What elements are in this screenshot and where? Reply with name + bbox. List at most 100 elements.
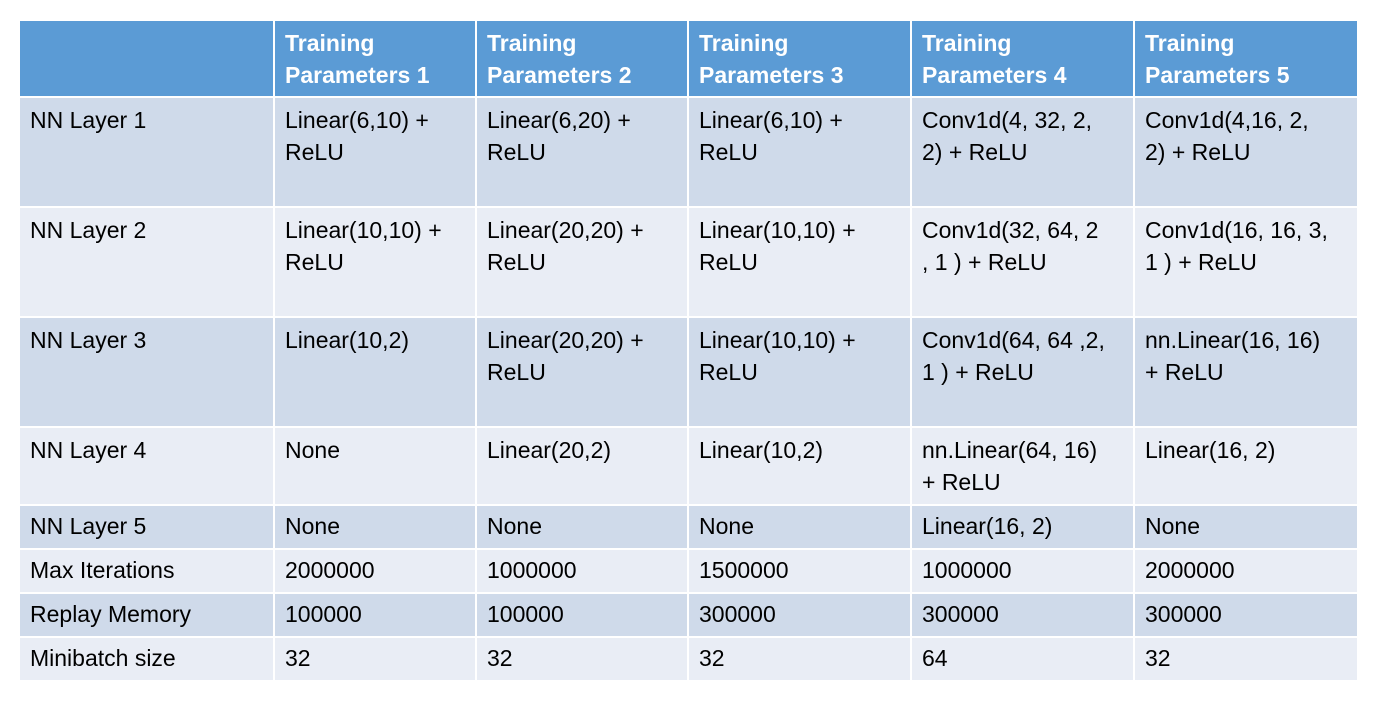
table-cell-text: 100000 — [487, 601, 564, 627]
table-cell: None — [273, 426, 477, 506]
table-cell: Linear(10,10) + ReLU — [687, 206, 912, 318]
table-cell-text: nn.Linear(64, 16) + ReLU — [922, 437, 1098, 495]
training-parameters-table: Training Parameters 1 Training Parameter… — [18, 19, 1359, 682]
table-cell-text: NN Layer 1 — [30, 107, 147, 133]
table-cell: Linear(16, 2) — [910, 504, 1135, 550]
row-label-cell: NN Layer 1 — [18, 96, 275, 208]
table-cell: None — [687, 504, 912, 550]
table-cell-text: Replay Memory — [30, 601, 192, 627]
header-label: Training Parameters 5 — [1145, 30, 1290, 88]
table-cell: 300000 — [1133, 592, 1359, 638]
table-cell: 64 — [910, 636, 1135, 682]
table-cell-text: 1000000 — [922, 557, 1012, 583]
table-cell: None — [273, 504, 477, 550]
header-cell-params-5: Training Parameters 5 — [1133, 19, 1359, 98]
table-cell: None — [475, 504, 689, 550]
table-cell-text: None — [285, 513, 340, 539]
table-cell: 300000 — [910, 592, 1135, 638]
header-cell-params-3: Training Parameters 3 — [687, 19, 912, 98]
table-cell: 32 — [475, 636, 689, 682]
table-cell: Linear(20,20) + ReLU — [475, 206, 689, 318]
table-cell: Linear(10,2) — [273, 316, 477, 428]
table-cell-text: 2000000 — [1145, 557, 1235, 583]
table-cell-text: Conv1d(16, 16, 3, 1 ) + ReLU — [1145, 217, 1328, 275]
table-cell-text: Linear(16, 2) — [1145, 437, 1276, 463]
table-cell-text: None — [285, 437, 340, 463]
row-label-cell: NN Layer 3 — [18, 316, 275, 428]
header-cell-params-1: Training Parameters 1 — [273, 19, 477, 98]
table-cell: Conv1d(4,16, 2, 2) + ReLU — [1133, 96, 1359, 208]
table-cell-text: Conv1d(4, 32, 2, 2) + ReLU — [922, 107, 1093, 165]
table-cell: 1000000 — [475, 548, 689, 594]
header-cell-params-4: Training Parameters 4 — [910, 19, 1135, 98]
table-row: NN Layer 4 None Linear(20,2) Linear(10,2… — [18, 426, 1359, 506]
table-cell: 2000000 — [1133, 548, 1359, 594]
table-cell-text: Linear(10,10) + ReLU — [699, 217, 856, 275]
table-cell-text: Linear(6,10) + ReLU — [285, 107, 429, 165]
table-cell-text: 1500000 — [699, 557, 789, 583]
table-cell-text: Linear(10,10) + ReLU — [285, 217, 442, 275]
table-cell: 32 — [687, 636, 912, 682]
row-label-cell: Minibatch size — [18, 636, 275, 682]
row-label-cell: NN Layer 2 — [18, 206, 275, 318]
table-row: NN Layer 5 None None None Linear(16, 2) … — [18, 504, 1359, 550]
header-row: Training Parameters 1 Training Parameter… — [18, 19, 1359, 98]
table-cell-text: 32 — [699, 645, 725, 671]
table-cell: Linear(10,10) + ReLU — [687, 316, 912, 428]
table-cell: Linear(10,10) + ReLU — [273, 206, 477, 318]
table-cell-text: Linear(20,2) — [487, 437, 612, 463]
table-cell-text: Linear(6,20) + ReLU — [487, 107, 631, 165]
table-cell-text: None — [1145, 513, 1200, 539]
table-cell: Conv1d(4, 32, 2, 2) + ReLU — [910, 96, 1135, 208]
header-label: Training Parameters 1 — [285, 30, 430, 88]
header-label: Training Parameters 3 — [699, 30, 844, 88]
table-row: NN Layer 3 Linear(10,2) Linear(20,20) + … — [18, 316, 1359, 428]
table-cell-text: Linear(20,20) + ReLU — [487, 327, 644, 385]
table-cell: 100000 — [273, 592, 477, 638]
table-cell-text: Linear(20,20) + ReLU — [487, 217, 644, 275]
table-cell: Linear(10,2) — [687, 426, 912, 506]
row-label-cell: Replay Memory — [18, 592, 275, 638]
table-body: NN Layer 1 Linear(6,10) + ReLU Linear(6,… — [18, 96, 1359, 682]
table-cell-text: 1000000 — [487, 557, 577, 583]
table-cell: None — [1133, 504, 1359, 550]
table-cell-text: Max Iterations — [30, 557, 175, 583]
table-cell-text: 300000 — [922, 601, 999, 627]
table-cell: Conv1d(32, 64, 2 , 1 ) + ReLU — [910, 206, 1135, 318]
table-cell-text: 300000 — [699, 601, 776, 627]
header-cell-params-2: Training Parameters 2 — [475, 19, 689, 98]
table-cell: Linear(6,20) + ReLU — [475, 96, 689, 208]
table-cell-text: 100000 — [285, 601, 362, 627]
table-cell: Conv1d(16, 16, 3, 1 ) + ReLU — [1133, 206, 1359, 318]
row-label-cell: NN Layer 4 — [18, 426, 275, 506]
table-cell: 32 — [273, 636, 477, 682]
table-row: Replay Memory 100000 100000 300000 30000… — [18, 592, 1359, 638]
table-cell-text: NN Layer 4 — [30, 437, 147, 463]
table-cell-text: NN Layer 2 — [30, 217, 147, 243]
header-label: Training Parameters 4 — [922, 30, 1067, 88]
header-cell-empty — [18, 19, 275, 98]
table-cell-text: Conv1d(32, 64, 2 , 1 ) + ReLU — [922, 217, 1099, 275]
table-cell-text: NN Layer 3 — [30, 327, 147, 353]
table-cell: 1000000 — [910, 548, 1135, 594]
table-cell: 300000 — [687, 592, 912, 638]
table-cell: Conv1d(64, 64 ,2, 1 ) + ReLU — [910, 316, 1135, 428]
table-cell-text: NN Layer 5 — [30, 513, 147, 539]
table-cell-text: 300000 — [1145, 601, 1222, 627]
table-cell-text: Linear(10,10) + ReLU — [699, 327, 856, 385]
table-cell: Linear(20,20) + ReLU — [475, 316, 689, 428]
table-cell-text: nn.Linear(16, 16) + ReLU — [1145, 327, 1321, 385]
table-cell-text: 32 — [487, 645, 513, 671]
table-cell: Linear(6,10) + ReLU — [687, 96, 912, 208]
row-label-cell: Max Iterations — [18, 548, 275, 594]
table-cell-text: 32 — [1145, 645, 1171, 671]
table-cell-text: None — [699, 513, 754, 539]
table-cell-text: Linear(16, 2) — [922, 513, 1053, 539]
table-row: Minibatch size 32 32 32 64 32 — [18, 636, 1359, 682]
table-header: Training Parameters 1 Training Parameter… — [18, 19, 1359, 98]
table-row: NN Layer 2 Linear(10,10) + ReLU Linear(2… — [18, 206, 1359, 318]
table-cell: 32 — [1133, 636, 1359, 682]
table-cell-text: None — [487, 513, 542, 539]
table-cell-text: Conv1d(4,16, 2, 2) + ReLU — [1145, 107, 1309, 165]
table-cell: Linear(6,10) + ReLU — [273, 96, 477, 208]
